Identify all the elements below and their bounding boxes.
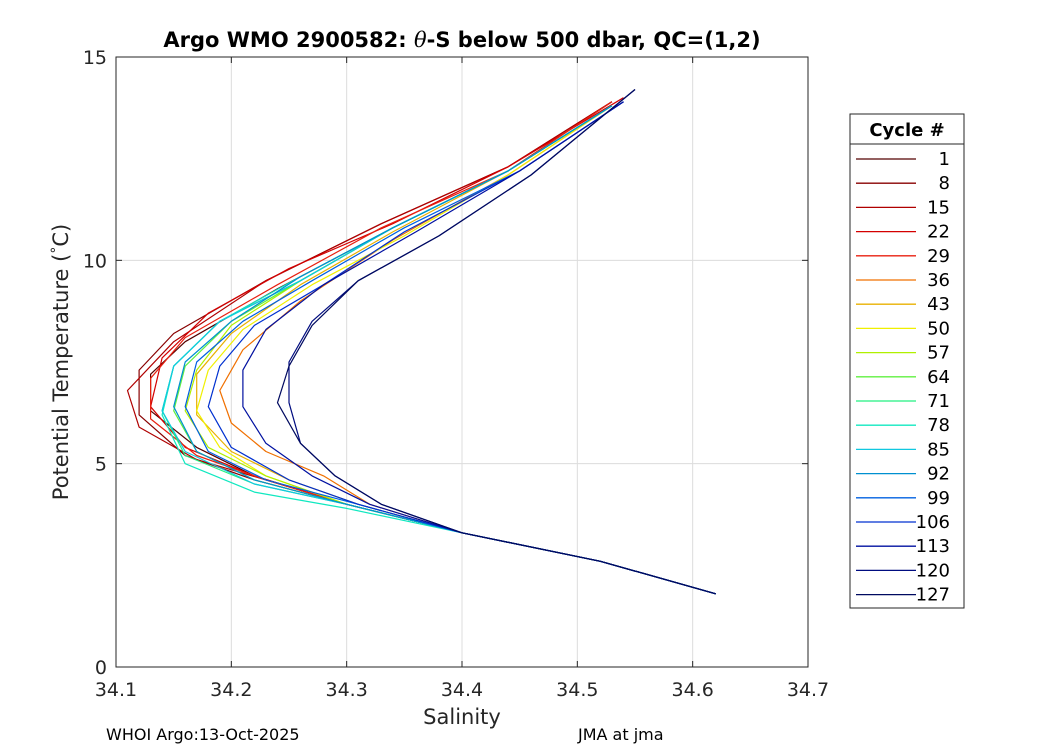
legend-label: 50 (927, 318, 950, 339)
legend-items: 1 8 15 22 29 36 43 50 57 64 71 78 85 92 99 106 113 120 127 (856, 149, 950, 606)
y-tick-label: 5 (95, 454, 107, 476)
x-tick-label: 34.6 (672, 679, 714, 701)
legend-label: 127 (916, 585, 950, 606)
y-axis-ticks: 0 5 10 15 (83, 47, 808, 679)
legend-label: 43 (927, 294, 950, 315)
chart-title: Argo WMO 2900582: θ-S below 500 dbar, QC… (163, 28, 760, 52)
legend-label: 22 (927, 222, 950, 243)
legend-label: 106 (916, 512, 950, 533)
legend-label: 57 (927, 343, 950, 364)
legend: Cycle # 18152229364350576471788592991061… (849, 113, 965, 609)
legend-label: 64 (927, 367, 950, 388)
legend-label: 92 (927, 464, 950, 485)
legend-box (849, 113, 965, 609)
x-tick-label: 34.2 (210, 679, 252, 701)
legend-label: 36 (927, 270, 950, 291)
title-suffix: -S below 500 dbar, QC=(1,2) (427, 28, 761, 52)
legend-label: 99 (927, 488, 950, 509)
legend-label: 120 (916, 560, 950, 581)
x-tick-label: 34.4 (441, 679, 483, 701)
legend-label: 78 (927, 415, 950, 436)
y-axis-label: Potential Temperature (°C) (49, 224, 73, 500)
series-line-cycle-127 (276, 89, 716, 595)
legend-label: 113 (916, 536, 950, 557)
y-axis-label-degree: ° (49, 247, 65, 254)
title-theta-symbol: θ (414, 28, 427, 52)
legend-label: 85 (927, 439, 950, 460)
y-axis-label-unit: C) (49, 224, 73, 247)
x-tick-label: 34.7 (787, 679, 829, 701)
series-layer (126, 89, 716, 595)
legend-label: 29 (927, 246, 950, 267)
y-tick-label: 0 (95, 657, 107, 679)
x-axis-label: Salinity (423, 705, 501, 729)
legend-title: Cycle # (869, 120, 944, 141)
x-tick-label: 34.5 (556, 679, 598, 701)
legend-label: 71 (927, 391, 950, 412)
x-tick-label: 34.3 (326, 679, 368, 701)
legend-label: 15 (927, 197, 950, 218)
y-tick-label: 10 (83, 250, 107, 272)
footer-source: WHOI Argo:13-Oct-2025 (106, 725, 300, 744)
legend-label: 1 (939, 149, 950, 170)
x-axis-ticks: 34.1 34.2 34.3 34.4 34.5 34.6 34.7 (95, 57, 829, 701)
title-prefix: Argo WMO 2900582: (163, 28, 414, 52)
x-tick-label: 34.1 (95, 679, 137, 701)
legend-label: 8 (939, 173, 950, 194)
y-tick-label: 15 (83, 47, 107, 69)
y-axis-label-text: Potential Temperature ( (49, 254, 73, 501)
footer-credit: JMA at jma (578, 725, 664, 744)
